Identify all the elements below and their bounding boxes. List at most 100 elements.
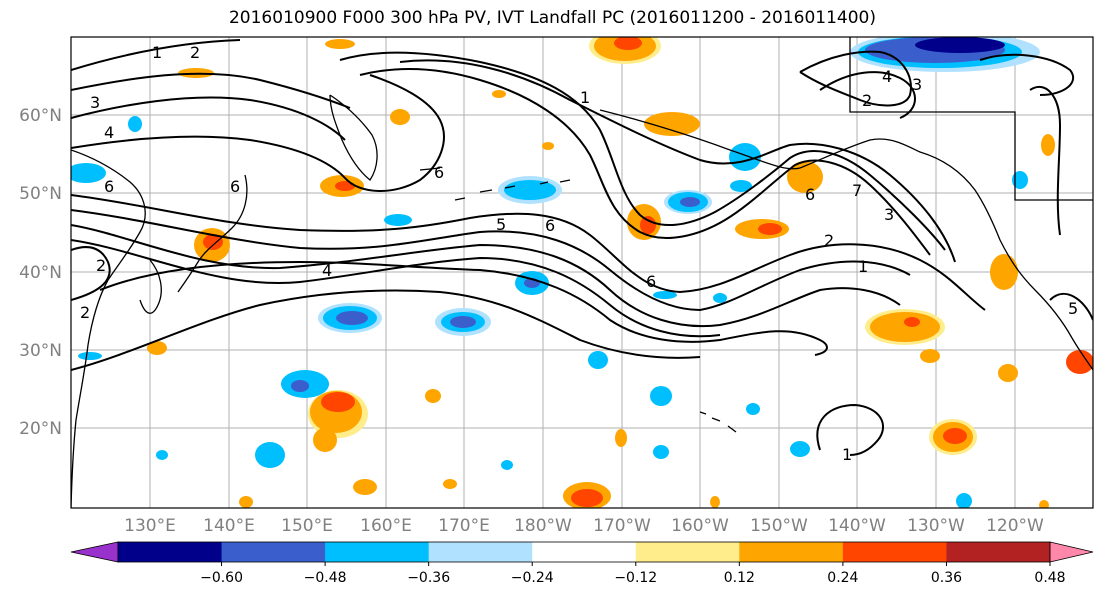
colorbar-tick-label: 0.24 <box>827 570 858 586</box>
colorbar-segment <box>739 542 844 562</box>
contour-label: 7 <box>852 181 862 200</box>
colorbar-segment <box>325 542 430 562</box>
contour-label: 1 <box>152 43 162 62</box>
lat-label: 30°N <box>19 341 62 361</box>
positive-anomaly-patch <box>589 37 661 64</box>
longitude-labels: 130°E 140°E 150°E 160°E 170°E 180°W 170°… <box>124 516 1044 536</box>
lon-label: 180°W <box>514 516 572 536</box>
contour-label: 1 <box>580 88 590 107</box>
colorbar-segment <box>532 542 637 562</box>
coastlines <box>71 37 1093 508</box>
colorbar-segment <box>428 542 533 562</box>
canada-coast <box>849 37 1093 201</box>
colorbar-segment <box>946 542 1051 562</box>
negative-anomaly-patch <box>71 116 1028 508</box>
contour-line <box>99 260 828 356</box>
aleutian-islands <box>419 167 571 201</box>
positive-anomaly-patch <box>563 482 611 508</box>
contour-line <box>359 67 931 256</box>
contour-line <box>71 74 445 192</box>
alaska-coastline <box>599 109 1093 371</box>
contour-label: 6 <box>805 185 815 204</box>
contour-label: 3 <box>884 205 894 224</box>
positive-anomaly-patch <box>929 419 977 455</box>
contour-line <box>399 59 956 263</box>
lat-label: 20°N <box>19 419 62 439</box>
contour-line <box>819 71 916 119</box>
lon-label: 130°W <box>907 516 965 536</box>
lon-label: 170°E <box>438 516 490 536</box>
negative-anomaly-patch <box>729 143 761 192</box>
negative-anomaly-patch <box>435 308 491 336</box>
korea-coastline <box>139 259 162 314</box>
colorbar-tick-label: −0.12 <box>614 570 657 586</box>
contour-labels: 1 2 3 4 6 6 6 1 5 6 4 2 2 6 6 7 3 2 1 4 … <box>80 43 1078 464</box>
contour-label: 3 <box>912 75 922 94</box>
colorbar-tick-label: 0.36 <box>931 570 962 586</box>
contour-line <box>71 239 721 338</box>
contour-label: 6 <box>230 177 240 196</box>
contour-label: 6 <box>545 216 555 235</box>
positive-anomaly-patch <box>147 39 1093 508</box>
contour-label: 3 <box>90 93 100 112</box>
contour-label: 5 <box>496 215 506 234</box>
map-frame <box>70 36 1094 509</box>
lon-label: 150°E <box>281 516 333 536</box>
contour-label: 2 <box>824 231 834 250</box>
colorbar-tick-label: −0.48 <box>304 570 347 586</box>
contour-label: 2 <box>190 43 200 62</box>
contour-line <box>1029 85 1062 236</box>
contour-label: 6 <box>646 272 656 291</box>
contour-line <box>71 224 901 328</box>
colorbar-tick-label: −0.24 <box>511 570 554 586</box>
contour-label: 6 <box>434 163 444 182</box>
colorbar-extend-high <box>1049 541 1094 563</box>
lon-label: 150°W <box>750 516 808 536</box>
latitude-labels: 60°N 50°N 40°N 30°N 20°N <box>19 106 62 439</box>
kamchatka-coastline <box>329 94 378 181</box>
contour-line <box>1049 293 1093 321</box>
map-title: 2016010900 F000 300 hPa PV, IVT Landfall… <box>228 8 876 28</box>
negative-anomaly-patch <box>664 190 712 214</box>
contour-line <box>816 403 884 456</box>
colorbar-border <box>117 541 1051 563</box>
colorbar: −0.60 −0.48 −0.36 −0.24 −0.12 0.12 0.24 0.36 0.4… <box>70 541 1094 586</box>
pv-contours <box>71 39 1093 456</box>
hawaii-islands <box>699 411 737 433</box>
asia-coastline <box>71 149 146 508</box>
contour-label: 1 <box>842 445 852 464</box>
contour-line <box>71 246 111 301</box>
lon-label: 130°E <box>124 516 176 536</box>
lon-label: 120°W <box>986 516 1044 536</box>
lat-label: 50°N <box>19 184 62 204</box>
negative-anomaly-patch <box>318 303 382 333</box>
contour-label: 6 <box>104 177 114 196</box>
contour-line <box>799 50 912 107</box>
contour-label: 4 <box>104 123 114 142</box>
lon-label: 140°W <box>828 516 886 536</box>
contour-line <box>979 53 1075 96</box>
lat-label: 40°N <box>19 263 62 283</box>
contour-line <box>339 51 946 251</box>
colorbar-segment <box>221 542 326 562</box>
contour-line <box>71 39 351 109</box>
positive-anomaly-patch <box>308 390 368 452</box>
contour-line <box>71 289 701 371</box>
negative-anomaly-patch <box>498 176 562 204</box>
contour-label: 4 <box>322 261 332 280</box>
contour-label: 1 <box>858 257 868 276</box>
contour-line <box>71 194 986 311</box>
colorbar-segment <box>842 542 947 562</box>
contour-line <box>71 209 911 312</box>
contour-label: 2 <box>96 256 106 275</box>
contour-label: 2 <box>862 91 872 110</box>
lat-label: 60°N <box>19 106 62 126</box>
colorbar-segment <box>118 542 223 562</box>
colorbar-tick-label: −0.60 <box>200 570 243 586</box>
colorbar-segment <box>635 542 740 562</box>
contour-label: 2 <box>80 303 90 322</box>
lon-label: 140°E <box>203 516 255 536</box>
contour-label: 5 <box>1068 299 1078 318</box>
contour-label: 4 <box>882 67 892 86</box>
